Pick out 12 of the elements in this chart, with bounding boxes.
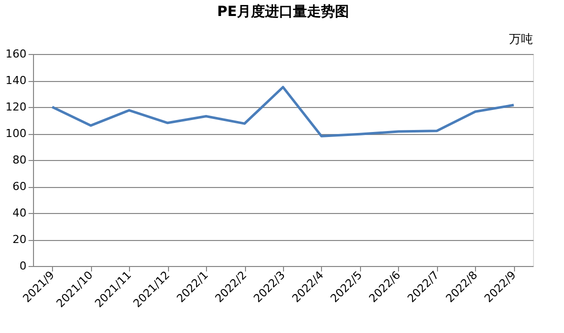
y-tick-label: 40 <box>12 206 26 220</box>
y-tick-label: 140 <box>6 74 26 87</box>
line-series <box>50 86 516 138</box>
chart-title: PE月度进口量走势图 <box>217 3 349 20</box>
y-axis-title: 万吨 <box>509 32 533 46</box>
y-tick-label: 60 <box>12 180 26 193</box>
y-tick-label: 80 <box>12 154 26 166</box>
y-tick-label: 120 <box>6 100 26 114</box>
y-tick-label: 0 <box>20 260 26 272</box>
y-tick-label: 160 <box>6 48 26 60</box>
y-tick-label: 100 <box>6 127 26 140</box>
y-tick-label: 20 <box>12 233 26 246</box>
